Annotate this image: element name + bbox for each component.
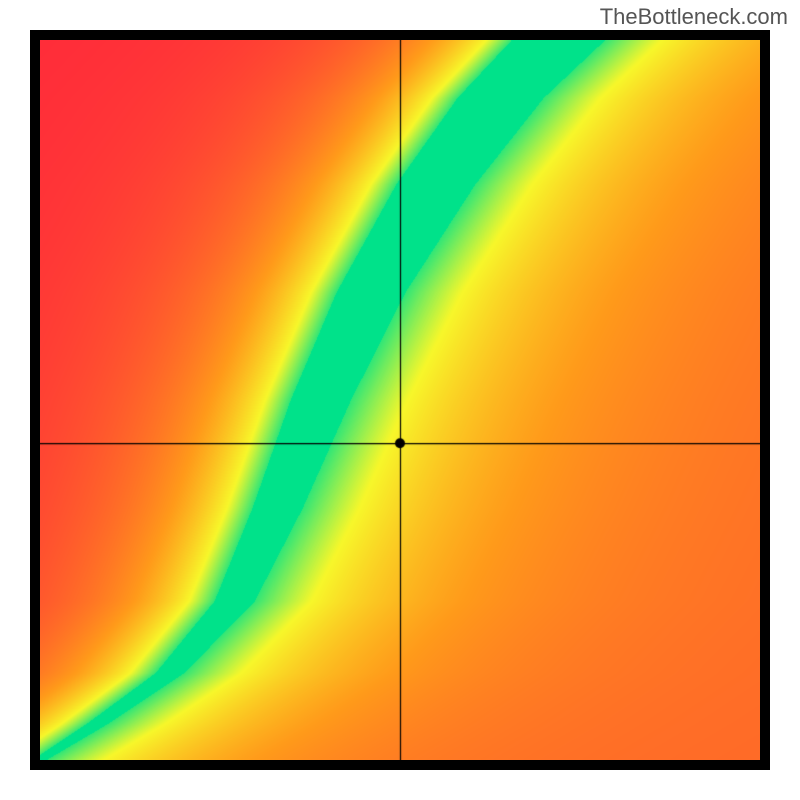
watermark-text: TheBottleneck.com (600, 4, 788, 30)
outer-frame (30, 30, 770, 770)
plot-area (40, 40, 760, 760)
chart-container: TheBottleneck.com (0, 0, 800, 800)
heatmap-canvas (40, 40, 760, 760)
